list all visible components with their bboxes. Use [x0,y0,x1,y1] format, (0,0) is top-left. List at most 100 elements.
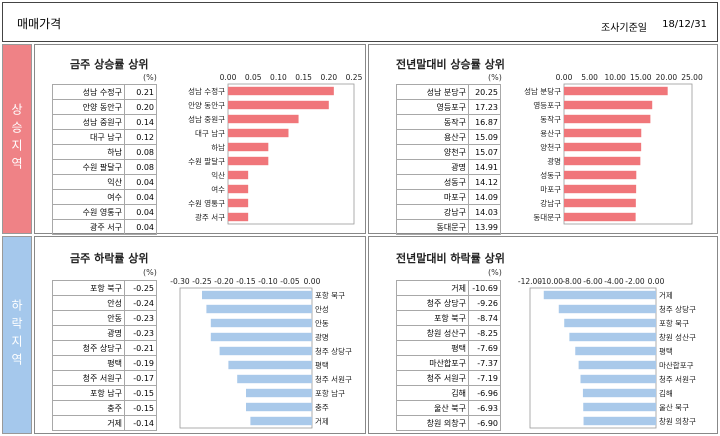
bar [564,170,637,180]
category-label: 성남 수정구 [188,86,225,96]
x-tick-label: 25.00 [681,73,703,82]
table-row: 평택 -0.19 [52,355,157,371]
table-row: 청주 서원구 -7.19 [396,370,501,386]
category-label: 안성 [315,304,329,314]
survey-date-label: 조사기준일 [601,23,647,34]
table-row: 안동 -0.23 [52,310,157,326]
header-bar: 매매가격 조사기준일 18/12/31 [2,2,718,42]
category-label: 수원 팔달구 [188,156,225,166]
region-name: 성남 분당구 [396,84,469,100]
unit-label: (%) [488,73,502,82]
panel-title: 전년말대비 하락률 상위 [396,252,505,265]
category-label: 평택 [659,346,673,356]
table-row: 포항 북구 -0.25 [52,280,157,296]
bar [206,304,312,314]
region-name: 김해 [396,385,469,401]
table-row: 동작구 16.87 [396,114,501,130]
change-value: 0.08 [124,144,157,160]
bar [228,128,289,138]
category-label: 성남 중원구 [188,115,225,124]
bar [219,346,312,356]
region-name: 포항 남구 [52,385,125,401]
x-tick-label: 0.00 [220,73,237,82]
region-name: 광명 [396,159,469,175]
x-tick-label: 0.25 [346,73,363,82]
category-label: 울산 북구 [659,402,689,412]
x-tick-label: -0.20 [214,277,234,286]
table-row: 평택 -7.69 [396,340,501,356]
side-label-up: 상승지역 [2,44,32,234]
table-row: 마포구 14.09 [396,189,501,205]
x-tick-label: 0.15 [295,73,312,82]
change-value: 14.12 [468,174,501,190]
change-value: -0.24 [124,295,157,311]
table-row: 용산구 15.09 [396,129,501,145]
bar [228,156,269,166]
region-name: 광명 [52,325,125,341]
category-label: 청주 상당구 [315,346,352,356]
category-label: 창원 성산구 [659,332,696,342]
change-value: -0.15 [124,385,157,401]
bar [583,416,656,426]
region-name: 울산 북구 [396,400,469,416]
region-name: 안양 동안구 [52,99,125,115]
x-tick-label: -0.30 [170,277,190,286]
region-name: 포항 북구 [396,310,469,326]
region-name: 익산 [52,174,125,190]
category-label: 포항 북구 [315,291,345,300]
region-name: 동대문구 [396,219,469,235]
change-value: 0.20 [124,99,157,115]
region-name: 청주 서원구 [52,370,125,386]
region-name: 수원 팔달구 [52,159,125,175]
panel-title: 금주 상승률 상위 [70,58,149,71]
table-row: 청주 서원구 -0.17 [52,370,157,386]
region-name: 광주 서구 [52,219,125,235]
change-value: -10.69 [468,280,501,296]
x-tick-label: -8.00 [562,277,582,286]
table-row: 익산 0.04 [52,174,157,190]
table-row: 양천구 15.07 [396,144,501,160]
bar [210,318,312,328]
table-row: 성남 수정구 0.21 [52,84,157,100]
table-row: 동대문구 13.99 [396,219,501,235]
region-name: 안성 [52,295,125,311]
table-row: 울산 북구 -6.93 [396,400,501,416]
table-row: 충주 -0.15 [52,400,157,416]
change-value: 0.08 [124,159,157,175]
bar [558,304,656,314]
bar [228,86,334,96]
change-value: -0.19 [124,355,157,371]
region-name: 마포구 [396,189,469,205]
x-tick-label: -10.00 [539,277,563,286]
change-value: -8.74 [468,310,501,326]
change-value: -0.21 [124,340,157,356]
unit-label: (%) [143,268,157,277]
category-label: 마산합포구 [659,360,694,370]
table-row: 대구 남구 0.12 [52,129,157,145]
region-name: 대구 남구 [52,129,125,145]
region-name: 하남 [52,144,125,160]
bar [228,184,249,194]
bar [246,388,312,398]
category-label: 광명 [547,156,561,166]
region-name: 거제 [52,415,125,431]
category-label: 안동 [315,318,329,328]
region-name: 청주 상당구 [396,295,469,311]
category-label: 김해 [659,388,673,398]
category-label: 용산구 [540,128,561,138]
change-value: -0.23 [124,310,157,326]
change-value: -0.17 [124,370,157,386]
category-label: 여수 [211,184,225,194]
bar [543,290,656,300]
x-tick-label: -4.00 [604,277,624,286]
x-tick-label: 10.00 [604,73,626,82]
category-label: 평택 [315,360,329,370]
table-row: 하남 0.08 [52,144,157,160]
data-table: 성남 수정구 0.21 안양 동안구 0.20 성남 중원구 0.14 대구 남구 0.12 하… [52,84,157,235]
panel-title: 전년말대비 상승률 상위 [396,58,505,71]
x-tick-label: 0.00 [648,277,665,286]
change-value: 15.07 [468,144,501,160]
category-label: 청주 서원구 [315,375,352,384]
bar [582,388,656,398]
region-name: 평택 [396,340,469,356]
